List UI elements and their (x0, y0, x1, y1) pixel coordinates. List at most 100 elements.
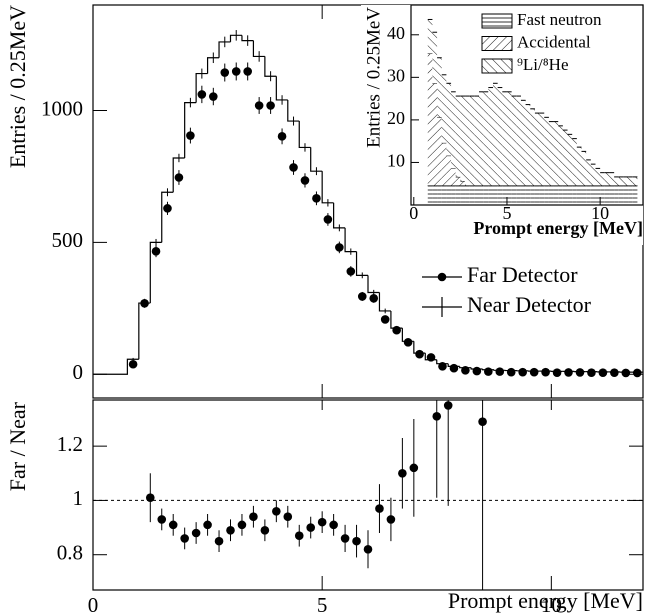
inset-legend-label: Accidental (517, 32, 591, 51)
stack-segment (427, 185, 433, 205)
far-point (495, 367, 505, 376)
stack-segment (506, 91, 512, 186)
x-tick-label: 10 (541, 593, 562, 614)
near-step (138, 302, 151, 360)
far-point (449, 363, 459, 373)
far-point (209, 92, 218, 101)
stack-segment (483, 91, 489, 186)
stack-segment (446, 83, 452, 156)
stack-segment (488, 185, 493, 205)
inset-x-axis-title: Prompt energy [MeV] (473, 218, 643, 238)
near-step (424, 353, 437, 361)
stack-segment (465, 185, 470, 205)
stack-segment (483, 185, 489, 205)
ratio-point (180, 534, 189, 543)
far-point (197, 90, 207, 99)
ratio-point (249, 512, 258, 522)
y-tick-label: 1.2 (57, 432, 83, 456)
stack-segment (451, 185, 456, 205)
near-step (252, 40, 265, 58)
inset-y-tick-label: 30 (387, 65, 405, 85)
stack-segment (544, 117, 549, 186)
stack-segment (590, 185, 596, 205)
stack-segment (632, 176, 638, 186)
far-point (174, 173, 184, 182)
stack-segment (576, 185, 582, 205)
stack-segment (604, 172, 610, 186)
stack-segment (530, 185, 535, 205)
near-step (367, 275, 380, 294)
stack-segment (516, 96, 521, 186)
stack-segment (558, 185, 563, 205)
stack-segment (474, 96, 480, 186)
stack-segment (492, 83, 498, 186)
near-step (241, 35, 254, 42)
near-step (149, 241, 162, 304)
inset-y-axis-title: Entries / 0.25MeV (363, 7, 384, 148)
ratio-point (329, 520, 338, 530)
stack-segment (437, 57, 442, 118)
y-axis-title: Far / Near (5, 401, 30, 491)
stack-segment (497, 87, 503, 186)
stack-segment (460, 96, 466, 182)
inset-y-tick-label: 40 (387, 23, 405, 43)
far-point (472, 366, 482, 376)
far-point (541, 367, 550, 377)
stack-segment (432, 83, 438, 186)
near-step (447, 363, 460, 367)
near-step (321, 171, 334, 204)
far-point (243, 67, 252, 76)
ratio-point (145, 493, 155, 503)
stack-segment (600, 172, 605, 186)
stack-segment (595, 185, 601, 205)
stack-segment (502, 91, 507, 186)
ratio-point (237, 520, 247, 530)
stack-segment (488, 87, 493, 186)
stack-segment (581, 151, 587, 186)
far-point (610, 368, 619, 377)
ratio-point (340, 534, 350, 543)
stack-segment (600, 185, 605, 205)
stack-segment (553, 121, 559, 186)
near-step (218, 41, 231, 58)
stack-segment (539, 113, 545, 186)
stack-segment (534, 185, 540, 205)
far-point (163, 204, 172, 213)
stack-segment (446, 185, 452, 205)
stack-segment (586, 185, 591, 205)
stack-segment (567, 185, 573, 205)
stack-segment (479, 185, 484, 205)
x-tick-label: 0 (88, 593, 99, 614)
stack-segment (446, 155, 452, 186)
y-tick-label: 1000 (41, 96, 83, 120)
far-point (323, 215, 333, 224)
ratio-point (398, 468, 407, 478)
plot-area (145, 400, 487, 590)
legend-marker (437, 272, 447, 282)
panel-frame (92, 399, 644, 591)
legend-label: Far Detector (467, 262, 578, 287)
stack-segment (614, 176, 619, 186)
ratio-point (214, 536, 224, 546)
stack-segment (474, 185, 480, 205)
stack-segment (553, 185, 559, 205)
inset-legend-label: Fast neutron (517, 10, 602, 29)
ratio-point (203, 520, 212, 530)
ratio-point (386, 515, 396, 524)
ratio-point (443, 401, 453, 410)
far-point (587, 368, 596, 377)
plot-area (427, 18, 638, 205)
stack-segment (548, 185, 554, 205)
near-step (390, 310, 403, 329)
far-point (621, 368, 631, 378)
inset-x-tick-label: 5 (502, 203, 511, 223)
stack-segment (604, 185, 610, 205)
stack-segment (623, 176, 629, 186)
ratio-point (375, 504, 384, 513)
far-point (346, 267, 356, 276)
inset-legend-swatch (481, 36, 513, 51)
far-point (312, 194, 321, 203)
ratio-point (478, 417, 487, 427)
near-step (493, 369, 506, 371)
